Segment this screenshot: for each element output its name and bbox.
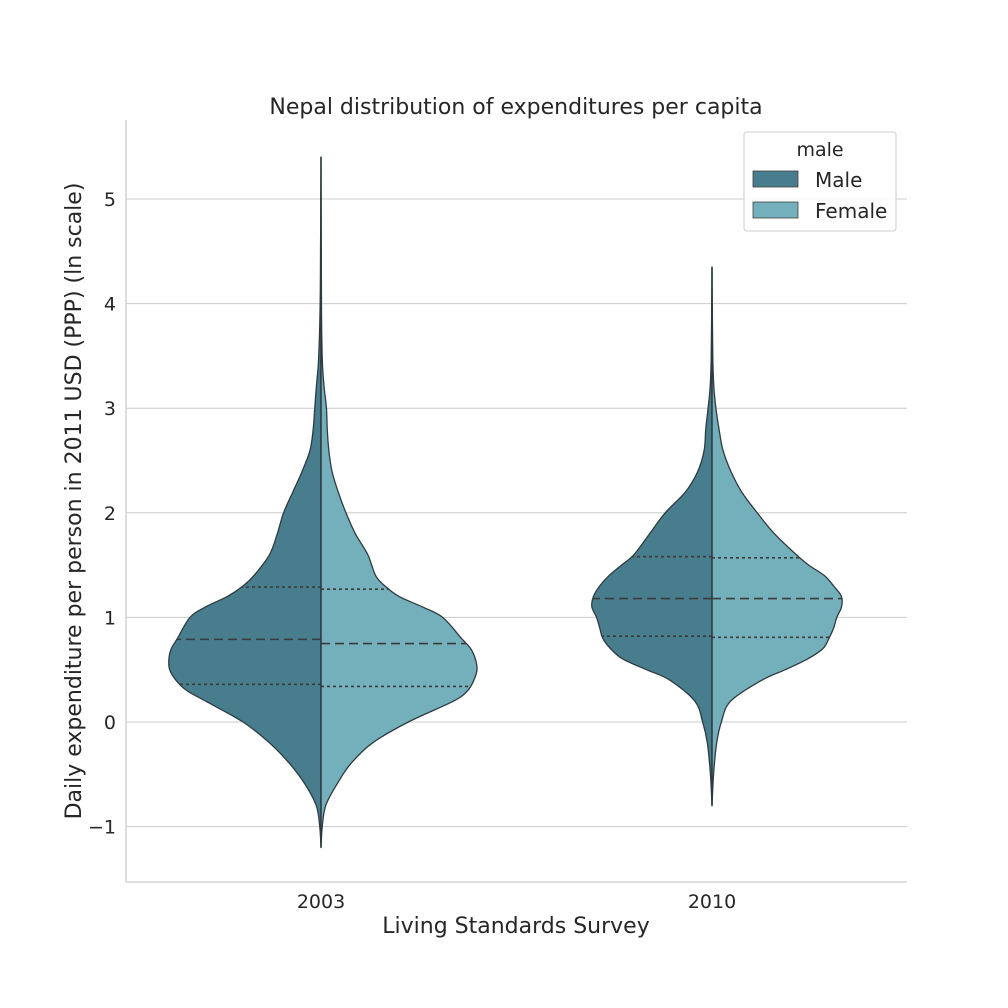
y-gridlines	[126, 198, 907, 828]
y-tick-label: 3	[104, 398, 116, 420]
y-tick-label: 0	[104, 712, 116, 734]
axes	[125, 120, 907, 883]
violin-female-2010	[711, 266, 843, 807]
x-axis-label: Living Standards Survey	[382, 914, 649, 939]
y-tick-label: 5	[104, 189, 116, 211]
x-tick-label: 2003	[297, 891, 345, 913]
chart-title: Nepal distribution of expenditures per c…	[269, 95, 762, 120]
legend-title: male	[796, 139, 843, 161]
y-tick-label: 1	[104, 607, 116, 629]
y-tick-labels: −1 0 1 2 3 4 5	[88, 189, 116, 839]
x-tick-labels: 2003 2010	[297, 891, 736, 913]
violins	[168, 156, 843, 849]
y-tick-label: 4	[104, 294, 116, 316]
violin-male-2003	[168, 156, 322, 849]
legend-label-male: Male	[815, 168, 862, 192]
y-tick-label: 2	[104, 503, 116, 525]
legend-swatch-female	[752, 201, 799, 219]
violin-male-2010	[591, 266, 713, 807]
y-tick-label: −1	[88, 817, 116, 839]
y-axis-label: Daily expenditure per person in 2011 USD…	[62, 183, 87, 820]
legend-swatch-male	[752, 170, 799, 188]
violin-female-2003	[320, 156, 478, 849]
legend-label-female: Female	[815, 199, 887, 223]
legend: male Male Female	[743, 131, 897, 232]
x-tick-label: 2010	[688, 891, 736, 913]
